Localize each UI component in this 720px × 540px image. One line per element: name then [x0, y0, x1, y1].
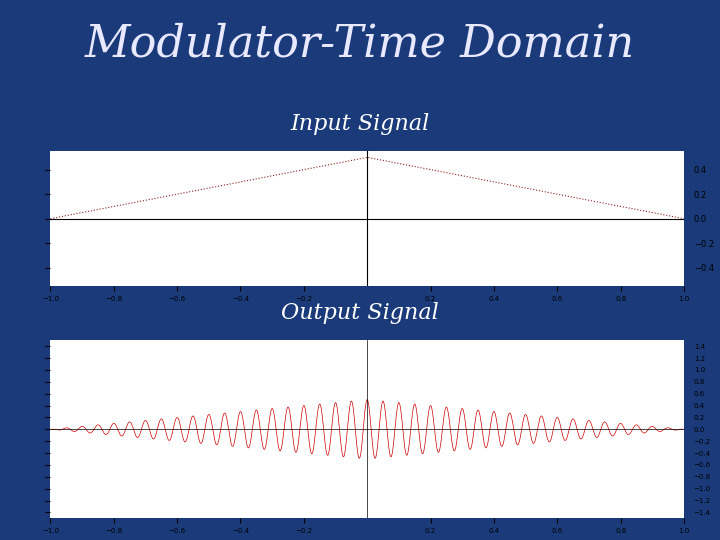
Text: Output Signal: Output Signal — [281, 302, 439, 324]
Text: Modulator-Time Domain: Modulator-Time Domain — [85, 22, 635, 65]
Text: Input Signal: Input Signal — [290, 113, 430, 135]
